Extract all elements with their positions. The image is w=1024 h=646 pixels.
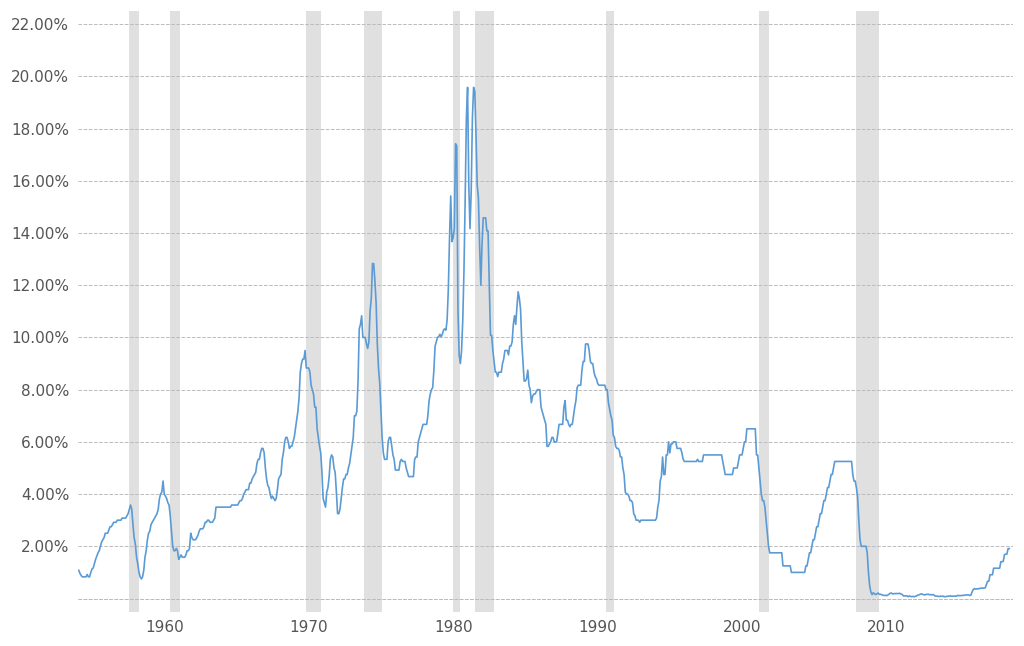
- Bar: [129, 11, 139, 612]
- Bar: [475, 11, 494, 612]
- Bar: [606, 11, 614, 612]
- Bar: [856, 11, 880, 612]
- Bar: [759, 11, 769, 612]
- Bar: [306, 11, 321, 612]
- Bar: [365, 11, 382, 612]
- Bar: [170, 11, 180, 612]
- Bar: [454, 11, 461, 612]
